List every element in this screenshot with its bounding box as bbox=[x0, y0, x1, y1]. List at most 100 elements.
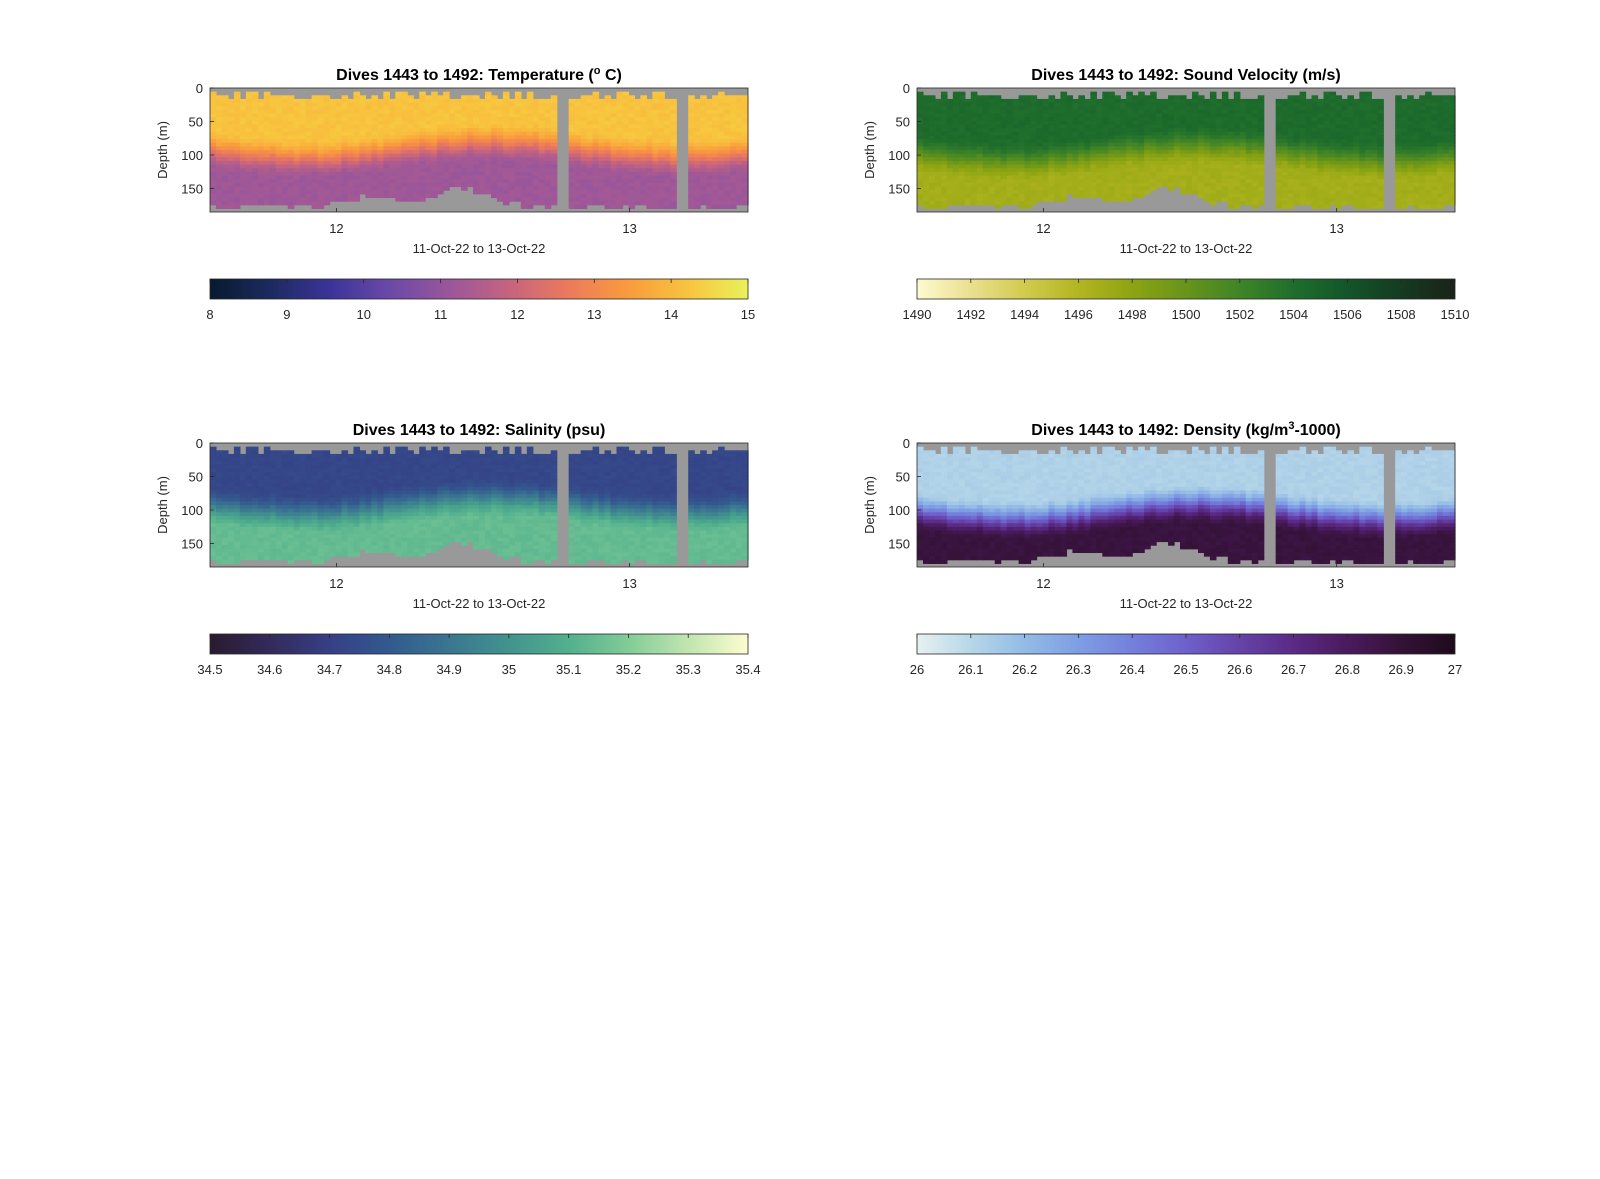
heatmap-cell bbox=[1168, 106, 1175, 111]
heatmap-cell bbox=[622, 102, 630, 107]
heatmap-cell bbox=[598, 193, 606, 199]
heatmap-cell bbox=[413, 171, 420, 177]
heatmap-cell bbox=[1317, 106, 1325, 111]
heatmap-cell bbox=[1251, 131, 1259, 137]
heatmap-cell bbox=[227, 120, 235, 126]
heatmap-cell bbox=[736, 157, 743, 162]
heatmap-cell bbox=[736, 95, 743, 100]
heatmap-cell bbox=[922, 164, 930, 169]
heatmap-cell bbox=[1323, 131, 1331, 137]
heatmap-cell bbox=[574, 164, 582, 169]
heatmap-cell bbox=[431, 120, 438, 126]
heatmap-cell bbox=[1275, 98, 1283, 104]
heatmap-cell bbox=[467, 95, 474, 100]
heatmap-cell bbox=[520, 106, 528, 111]
heatmap-cell bbox=[958, 182, 966, 188]
heatmap-cell bbox=[1359, 164, 1366, 169]
heatmap-cell bbox=[1233, 197, 1241, 202]
heatmap-cell bbox=[1150, 109, 1157, 115]
heatmap-cell bbox=[353, 109, 361, 115]
heatmap-cell bbox=[401, 193, 408, 199]
heatmap-cell bbox=[329, 109, 337, 115]
heatmap-cell bbox=[1096, 120, 1103, 126]
heatmap-cell bbox=[1329, 113, 1337, 118]
heatmap-cell bbox=[550, 190, 558, 195]
heatmap-cell bbox=[215, 106, 223, 111]
heatmap-cell bbox=[646, 142, 653, 147]
heatmap-cell bbox=[359, 117, 367, 122]
heatmap-cell bbox=[922, 153, 930, 158]
heatmap-cell bbox=[1042, 98, 1050, 104]
heatmap-cell bbox=[1012, 197, 1020, 202]
heatmap-cell bbox=[622, 164, 630, 169]
heatmap-cell bbox=[1413, 160, 1420, 166]
heatmap-cell bbox=[1215, 98, 1223, 104]
heatmap-cell bbox=[652, 91, 659, 96]
heatmap-cell bbox=[928, 190, 936, 195]
heatmap-cell bbox=[461, 171, 468, 177]
heatmap-cell bbox=[538, 120, 546, 126]
heatmap-cell bbox=[1239, 150, 1247, 155]
heatmap-cell bbox=[646, 109, 653, 115]
heatmap-cell bbox=[610, 117, 618, 122]
heatmap-cell bbox=[1395, 146, 1402, 151]
heatmap-cell bbox=[544, 168, 552, 173]
heatmap-cell bbox=[574, 109, 582, 115]
heatmap-cell bbox=[598, 124, 606, 129]
heatmap-cell bbox=[664, 98, 671, 104]
heatmap-cell bbox=[431, 113, 438, 118]
heatmap-cell bbox=[520, 171, 528, 177]
heatmap-cell bbox=[245, 128, 253, 133]
heatmap-cell bbox=[1036, 135, 1044, 140]
heatmap-cell bbox=[1353, 186, 1360, 191]
heatmap-cell bbox=[1239, 179, 1247, 184]
heatmap-cell bbox=[263, 186, 271, 191]
heatmap-cell bbox=[658, 113, 665, 118]
heatmap-cell bbox=[407, 102, 414, 107]
heatmap-cell bbox=[1239, 98, 1247, 104]
heatmap-cell bbox=[1239, 171, 1247, 177]
heatmap-cell bbox=[664, 139, 671, 144]
heatmap-cell bbox=[245, 106, 253, 111]
heatmap-cell bbox=[383, 131, 390, 137]
heatmap-cell bbox=[1377, 139, 1384, 144]
heatmap-cell bbox=[401, 131, 408, 137]
heatmap-cell bbox=[239, 131, 247, 137]
heatmap-cell bbox=[1024, 150, 1032, 155]
heatmap-cell bbox=[329, 186, 337, 191]
heatmap-cell bbox=[1359, 113, 1366, 118]
heatmap-cell bbox=[341, 124, 349, 129]
heatmap-cell bbox=[449, 150, 456, 155]
heatmap-cell bbox=[311, 106, 319, 111]
heatmap-cell bbox=[407, 150, 414, 155]
heatmap-cell bbox=[1066, 95, 1074, 100]
heatmap-cell bbox=[1329, 197, 1337, 202]
heatmap-cell bbox=[323, 175, 331, 180]
heatmap-cell bbox=[1108, 128, 1115, 133]
heatmap-cell bbox=[281, 190, 289, 195]
heatmap-cell bbox=[1395, 186, 1402, 191]
heatmap-cell bbox=[1048, 150, 1056, 155]
heatmap-cell bbox=[1347, 98, 1354, 104]
heatmap-cell bbox=[419, 120, 426, 126]
heatmap-cell bbox=[514, 193, 522, 199]
heatmap-cell bbox=[1078, 142, 1085, 147]
heatmap-cell bbox=[371, 98, 378, 104]
heatmap-cell bbox=[1180, 153, 1187, 158]
heatmap-cell bbox=[353, 193, 361, 199]
heatmap-cell bbox=[994, 179, 1002, 184]
heatmap-cell bbox=[1221, 128, 1229, 133]
heatmap-cell bbox=[640, 182, 647, 188]
heatmap-cell bbox=[1138, 153, 1145, 158]
heatmap-cell bbox=[934, 157, 942, 162]
heatmap-cell bbox=[604, 157, 612, 162]
heatmap-cell bbox=[706, 175, 713, 180]
heatmap-cell bbox=[730, 168, 737, 173]
heatmap-cell bbox=[395, 150, 402, 155]
heatmap-cell bbox=[520, 204, 528, 209]
heatmap-cell bbox=[221, 182, 229, 188]
heatmap-cell bbox=[634, 120, 641, 126]
heatmap-cell bbox=[1401, 120, 1408, 126]
heatmap-cell bbox=[934, 179, 942, 184]
heatmap-cell bbox=[1371, 182, 1378, 188]
